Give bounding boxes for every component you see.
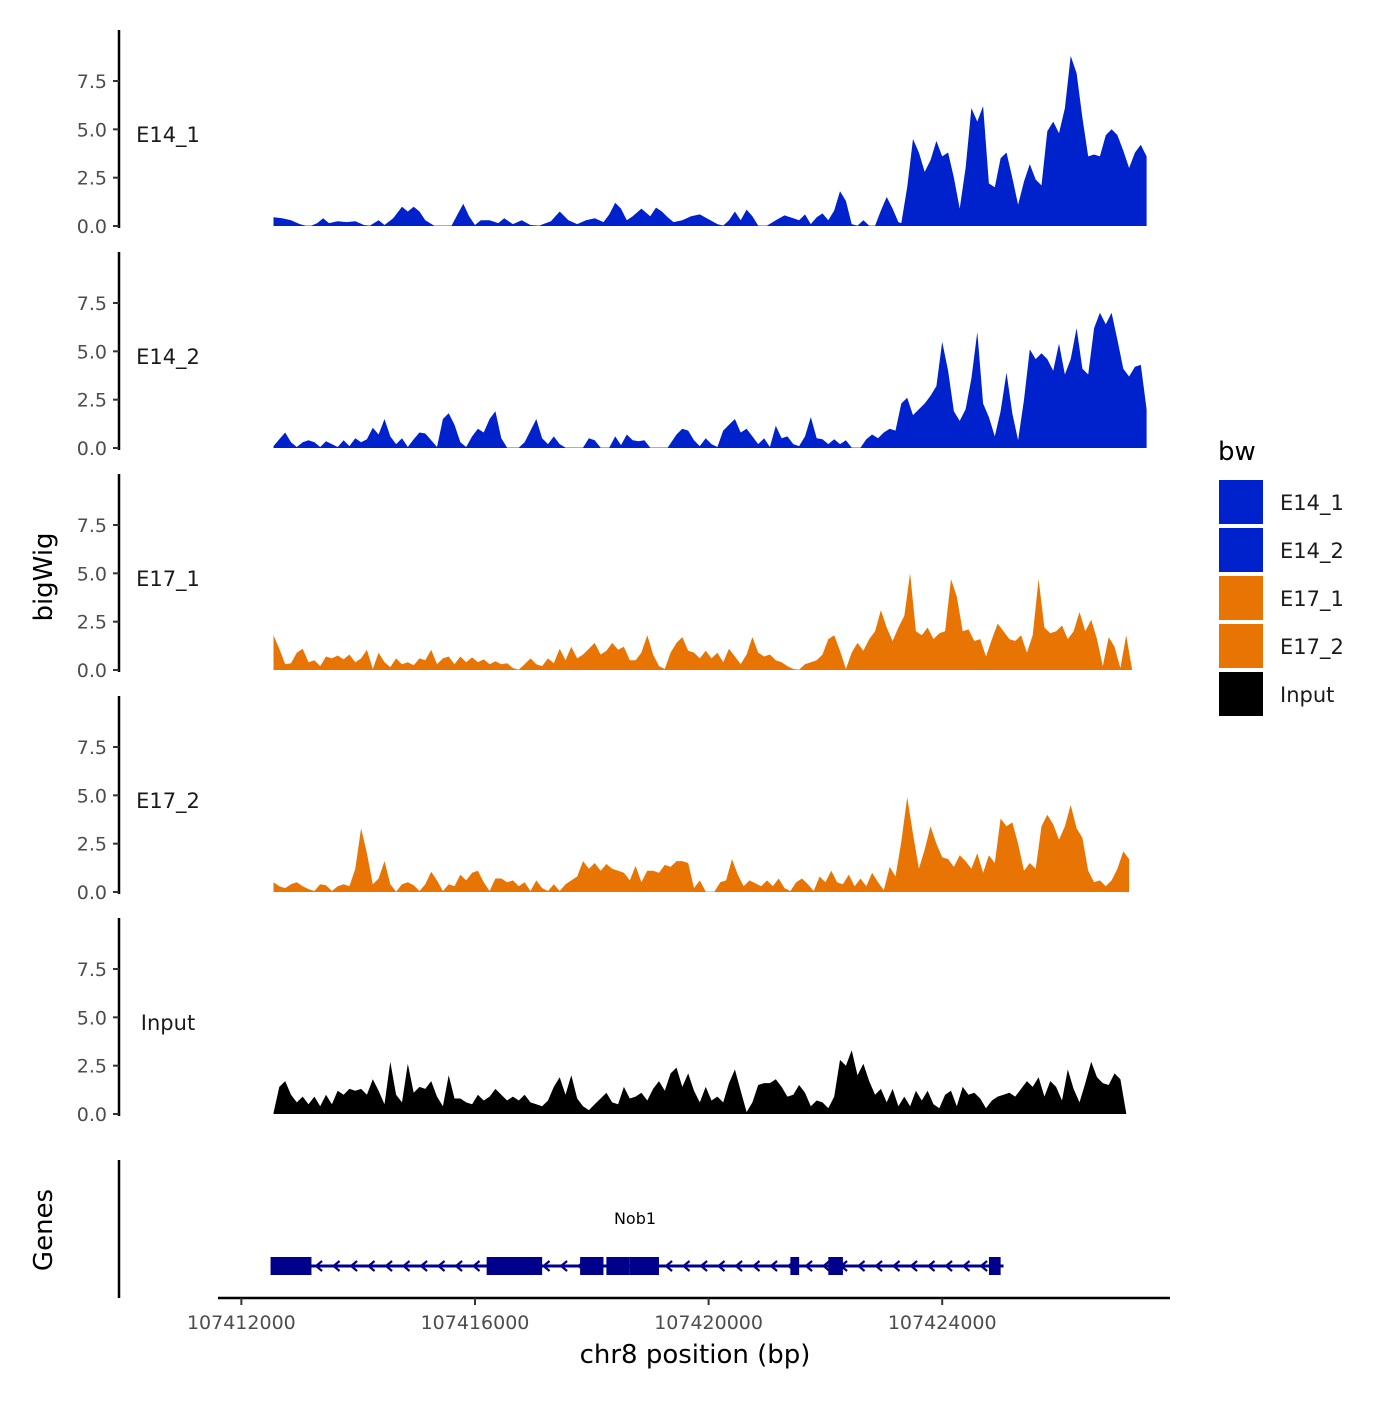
y-tick-label: 5.0 [77,563,107,585]
strand-arrow [734,1260,743,1272]
legend-swatch [1219,480,1263,524]
strand-arrow [681,1260,691,1272]
coverage-panels: 0.0 2.5 5.0 7.5 E14_1 0.0 2.5 5.0 7.5 E14_2 0.0 2.5… [77,30,1147,1126]
y-tick-label: 5.0 [77,1007,107,1029]
y-tick-label: 5.0 [77,785,107,807]
y-tick-label: 7.5 [77,959,107,981]
track-label: E14_1 [136,123,200,148]
strand-arrow [366,1260,376,1272]
exon-block [988,1257,1001,1275]
strand-arrow [541,1260,551,1272]
y-tick-label: 7.5 [77,737,107,759]
strand-arrow [454,1260,463,1272]
y-tick-label: 5.0 [77,119,107,141]
genes-axis-title: Genes [29,1189,59,1271]
y-tick-label: 0.0 [77,216,107,238]
strand-arrow [716,1260,726,1272]
gene-track: Nob1 [117,1160,1004,1298]
track-label: Input [141,1011,195,1035]
legend-title: bw [1218,437,1256,467]
strand-arrow [331,1260,341,1272]
y-tick-label: 5.0 [77,341,107,363]
coverage-area-e14-1 [273,55,1147,227]
strand-arrow [384,1260,393,1272]
strand-arrow [804,1260,813,1272]
exon-block [629,1257,659,1275]
x-tick-label: 107420000 [654,1312,763,1334]
legend-swatch [1219,576,1263,620]
y-tick-label: 2.5 [77,612,107,634]
y-tick-label: 0.0 [77,438,107,460]
y-tick-label: 7.5 [77,515,107,537]
strand-arrow [349,1260,358,1272]
coverage-area-e17-2 [273,797,1130,892]
strand-arrow [471,1260,481,1272]
strand-arrow [664,1260,673,1272]
strand-arrow [419,1260,428,1272]
x-axis-title: chr8 position (bp) [580,1340,811,1370]
exon-block [580,1257,604,1275]
strand-arrow [751,1260,761,1272]
track-label: E17_2 [136,789,200,814]
exon-block [270,1257,312,1275]
y-tick-label: 2.5 [77,390,107,412]
x-tick-label: 107424000 [888,1312,997,1334]
legend-swatch [1219,624,1263,668]
strand-arrow [944,1260,953,1272]
coverage-area-e14-2 [273,312,1147,448]
y-tick-label: 0.0 [77,660,107,682]
legend-label: E14_1 [1280,491,1344,516]
x-tick-label: 107416000 [421,1312,530,1334]
y-tick-label: 7.5 [77,293,107,315]
legend-swatch [1219,672,1263,716]
panel-e14-2: 0.0 2.5 5.0 7.5 E14_2 [77,252,1147,460]
strand-arrow [909,1260,918,1272]
legend: bw E14_1 E14_2 E17_1 E17_2 Input [1218,437,1344,716]
panel-e14-1: 0.0 2.5 5.0 7.5 E14_1 [77,30,1147,238]
x-axis: 107412000 107416000 107420000 107424000 [187,1296,1170,1334]
track-label: E14_2 [136,345,200,370]
strand-arrow [699,1260,708,1272]
strand-arrow [979,1260,988,1272]
y-tick-label: 2.5 [77,1056,107,1078]
strand-arrow [559,1260,568,1272]
strand-arrow [961,1260,971,1272]
strand-arrow [314,1260,323,1272]
exon-block [790,1257,800,1275]
strand-arrow [769,1260,778,1272]
panel-input: 0.0 2.5 5.0 7.5 Input [77,918,1127,1126]
legend-label: E14_2 [1280,539,1344,564]
panel-e17-1: 0.0 2.5 5.0 7.5 E17_1 [77,474,1132,682]
coverage-area-input [273,1050,1127,1114]
x-tick-label: 107412000 [187,1312,296,1334]
y-tick-label: 0.0 [77,1104,107,1126]
strand-arrow [821,1260,831,1272]
coverage-area-e17-1 [273,573,1132,670]
y-tick-label: 2.5 [77,834,107,856]
exon-block [828,1257,843,1275]
panel-e17-2: 0.0 2.5 5.0 7.5 E17_2 [77,696,1130,904]
strand-arrow [401,1260,411,1272]
y-axis-title: bigWig [29,532,59,621]
strand-arrow [874,1260,883,1272]
legend-swatch [1219,528,1263,572]
legend-label: E17_2 [1280,635,1344,660]
exon-block [486,1257,543,1275]
legend-label: E17_1 [1280,587,1344,612]
strand-arrow [436,1260,446,1272]
strand-arrow [891,1260,901,1272]
y-tick-label: 0.0 [77,882,107,904]
legend-label: Input [1280,683,1334,707]
strand-arrow [926,1260,936,1272]
exon-block [606,1257,630,1275]
y-tick-label: 2.5 [77,168,107,190]
track-label: E17_1 [136,567,200,592]
gene-name-label: Nob1 [614,1209,656,1228]
y-tick-label: 7.5 [77,71,107,93]
strand-arrow [856,1260,866,1272]
